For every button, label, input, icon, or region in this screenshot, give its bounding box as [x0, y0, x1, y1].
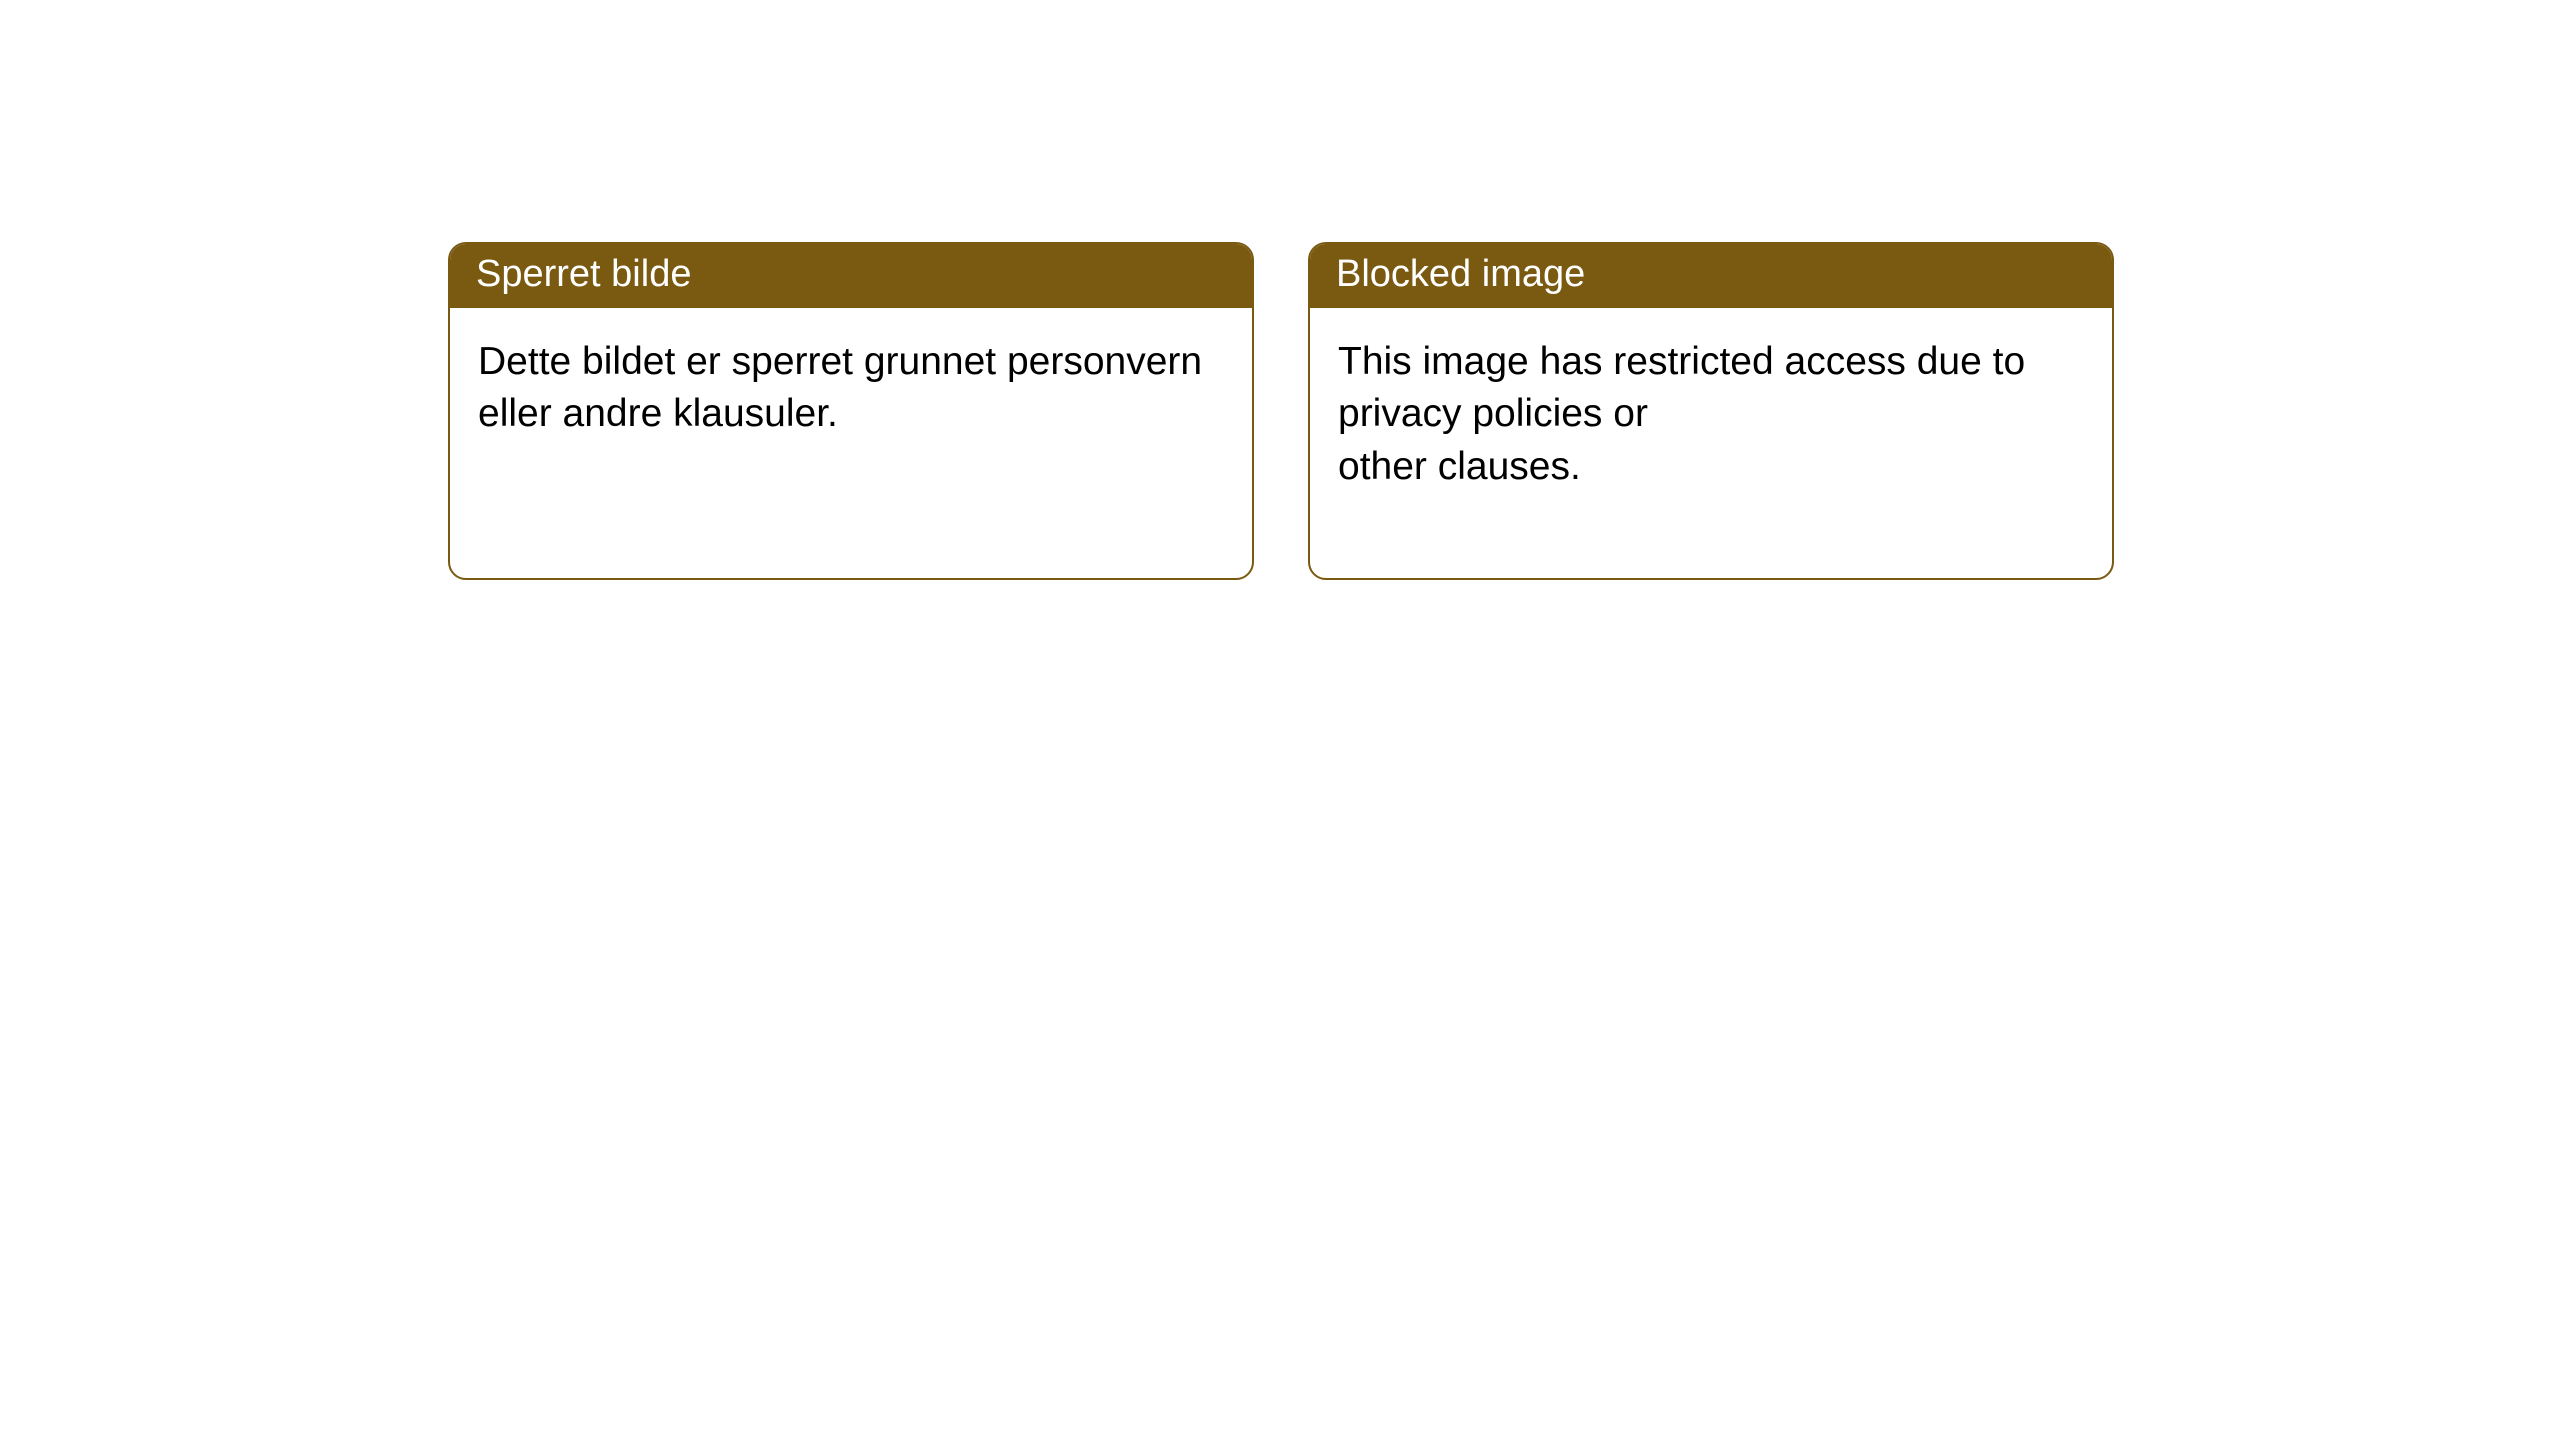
notice-body-english: This image has restricted access due to … [1310, 308, 2112, 578]
notice-container: Sperret bilde Dette bildet er sperret gr… [0, 0, 2560, 580]
notice-card-norwegian: Sperret bilde Dette bildet er sperret gr… [448, 242, 1254, 580]
notice-card-english: Blocked image This image has restricted … [1308, 242, 2114, 580]
notice-title-norwegian: Sperret bilde [450, 244, 1252, 308]
notice-title-english: Blocked image [1310, 244, 2112, 308]
notice-body-norwegian: Dette bildet er sperret grunnet personve… [450, 308, 1252, 578]
